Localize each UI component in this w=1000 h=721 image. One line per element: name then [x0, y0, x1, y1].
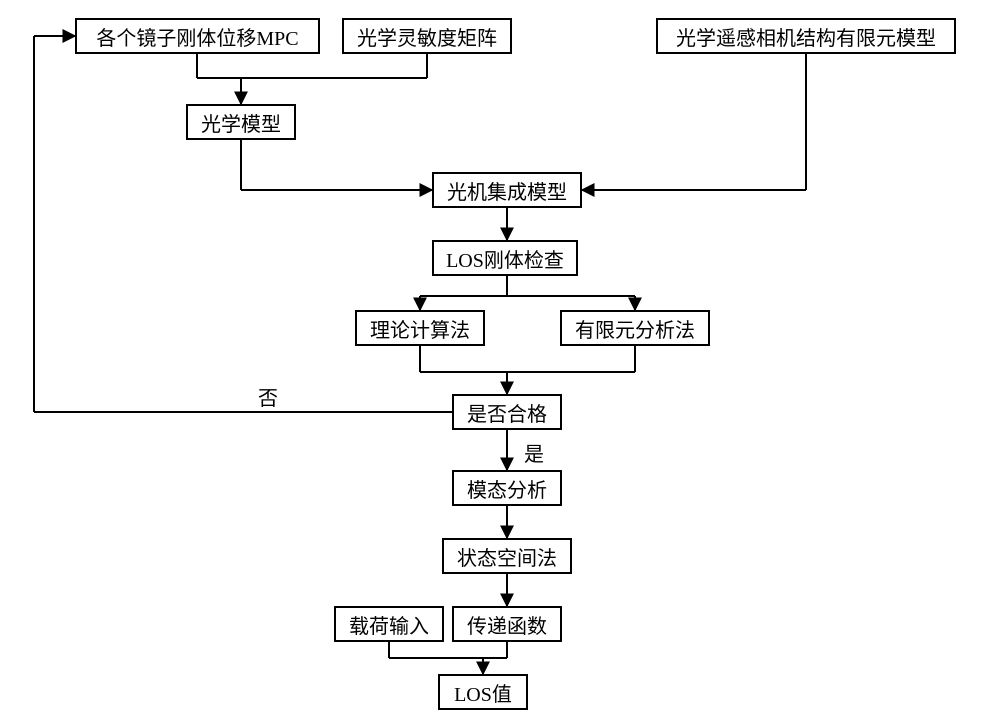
node-label: 模态分析 [467, 474, 547, 503]
node-optical-model: 光学模型 [186, 104, 296, 140]
node-label: 理论计算法 [370, 314, 470, 343]
node-label: 状态空间法 [457, 542, 557, 571]
node-theory: 理论计算法 [355, 310, 485, 346]
node-fea: 有限元分析法 [560, 310, 710, 346]
node-transfer: 传递函数 [452, 606, 562, 642]
node-label: LOS刚体检查 [446, 244, 564, 273]
node-label: LOS值 [454, 678, 512, 707]
node-label: 是否合格 [467, 398, 547, 427]
node-label: 光学遥感相机结构有限元模型 [676, 22, 936, 51]
node-los-check: LOS刚体检查 [432, 240, 578, 276]
node-label: 有限元分析法 [575, 314, 695, 343]
node-label: 传递函数 [467, 610, 547, 639]
node-label: 载荷输入 [349, 610, 429, 639]
node-qualified: 是否合格 [452, 394, 562, 430]
node-load-input: 载荷输入 [334, 606, 444, 642]
node-sensitivity: 光学灵敏度矩阵 [342, 18, 512, 54]
node-state-space: 状态空间法 [442, 538, 572, 574]
node-los-value: LOS值 [438, 674, 528, 710]
node-mirror-mpc: 各个镜子刚体位移MPC [75, 18, 320, 54]
node-label: 光机集成模型 [447, 176, 567, 205]
node-label: 各个镜子刚体位移MPC [96, 22, 298, 51]
node-fem: 光学遥感相机结构有限元模型 [656, 18, 956, 54]
label-no: 否 [258, 382, 278, 411]
node-label: 光学模型 [201, 108, 281, 137]
label-yes: 是 [524, 438, 544, 467]
node-integrated: 光机集成模型 [432, 172, 582, 208]
node-modal: 模态分析 [452, 470, 562, 506]
node-label: 光学灵敏度矩阵 [357, 22, 497, 51]
